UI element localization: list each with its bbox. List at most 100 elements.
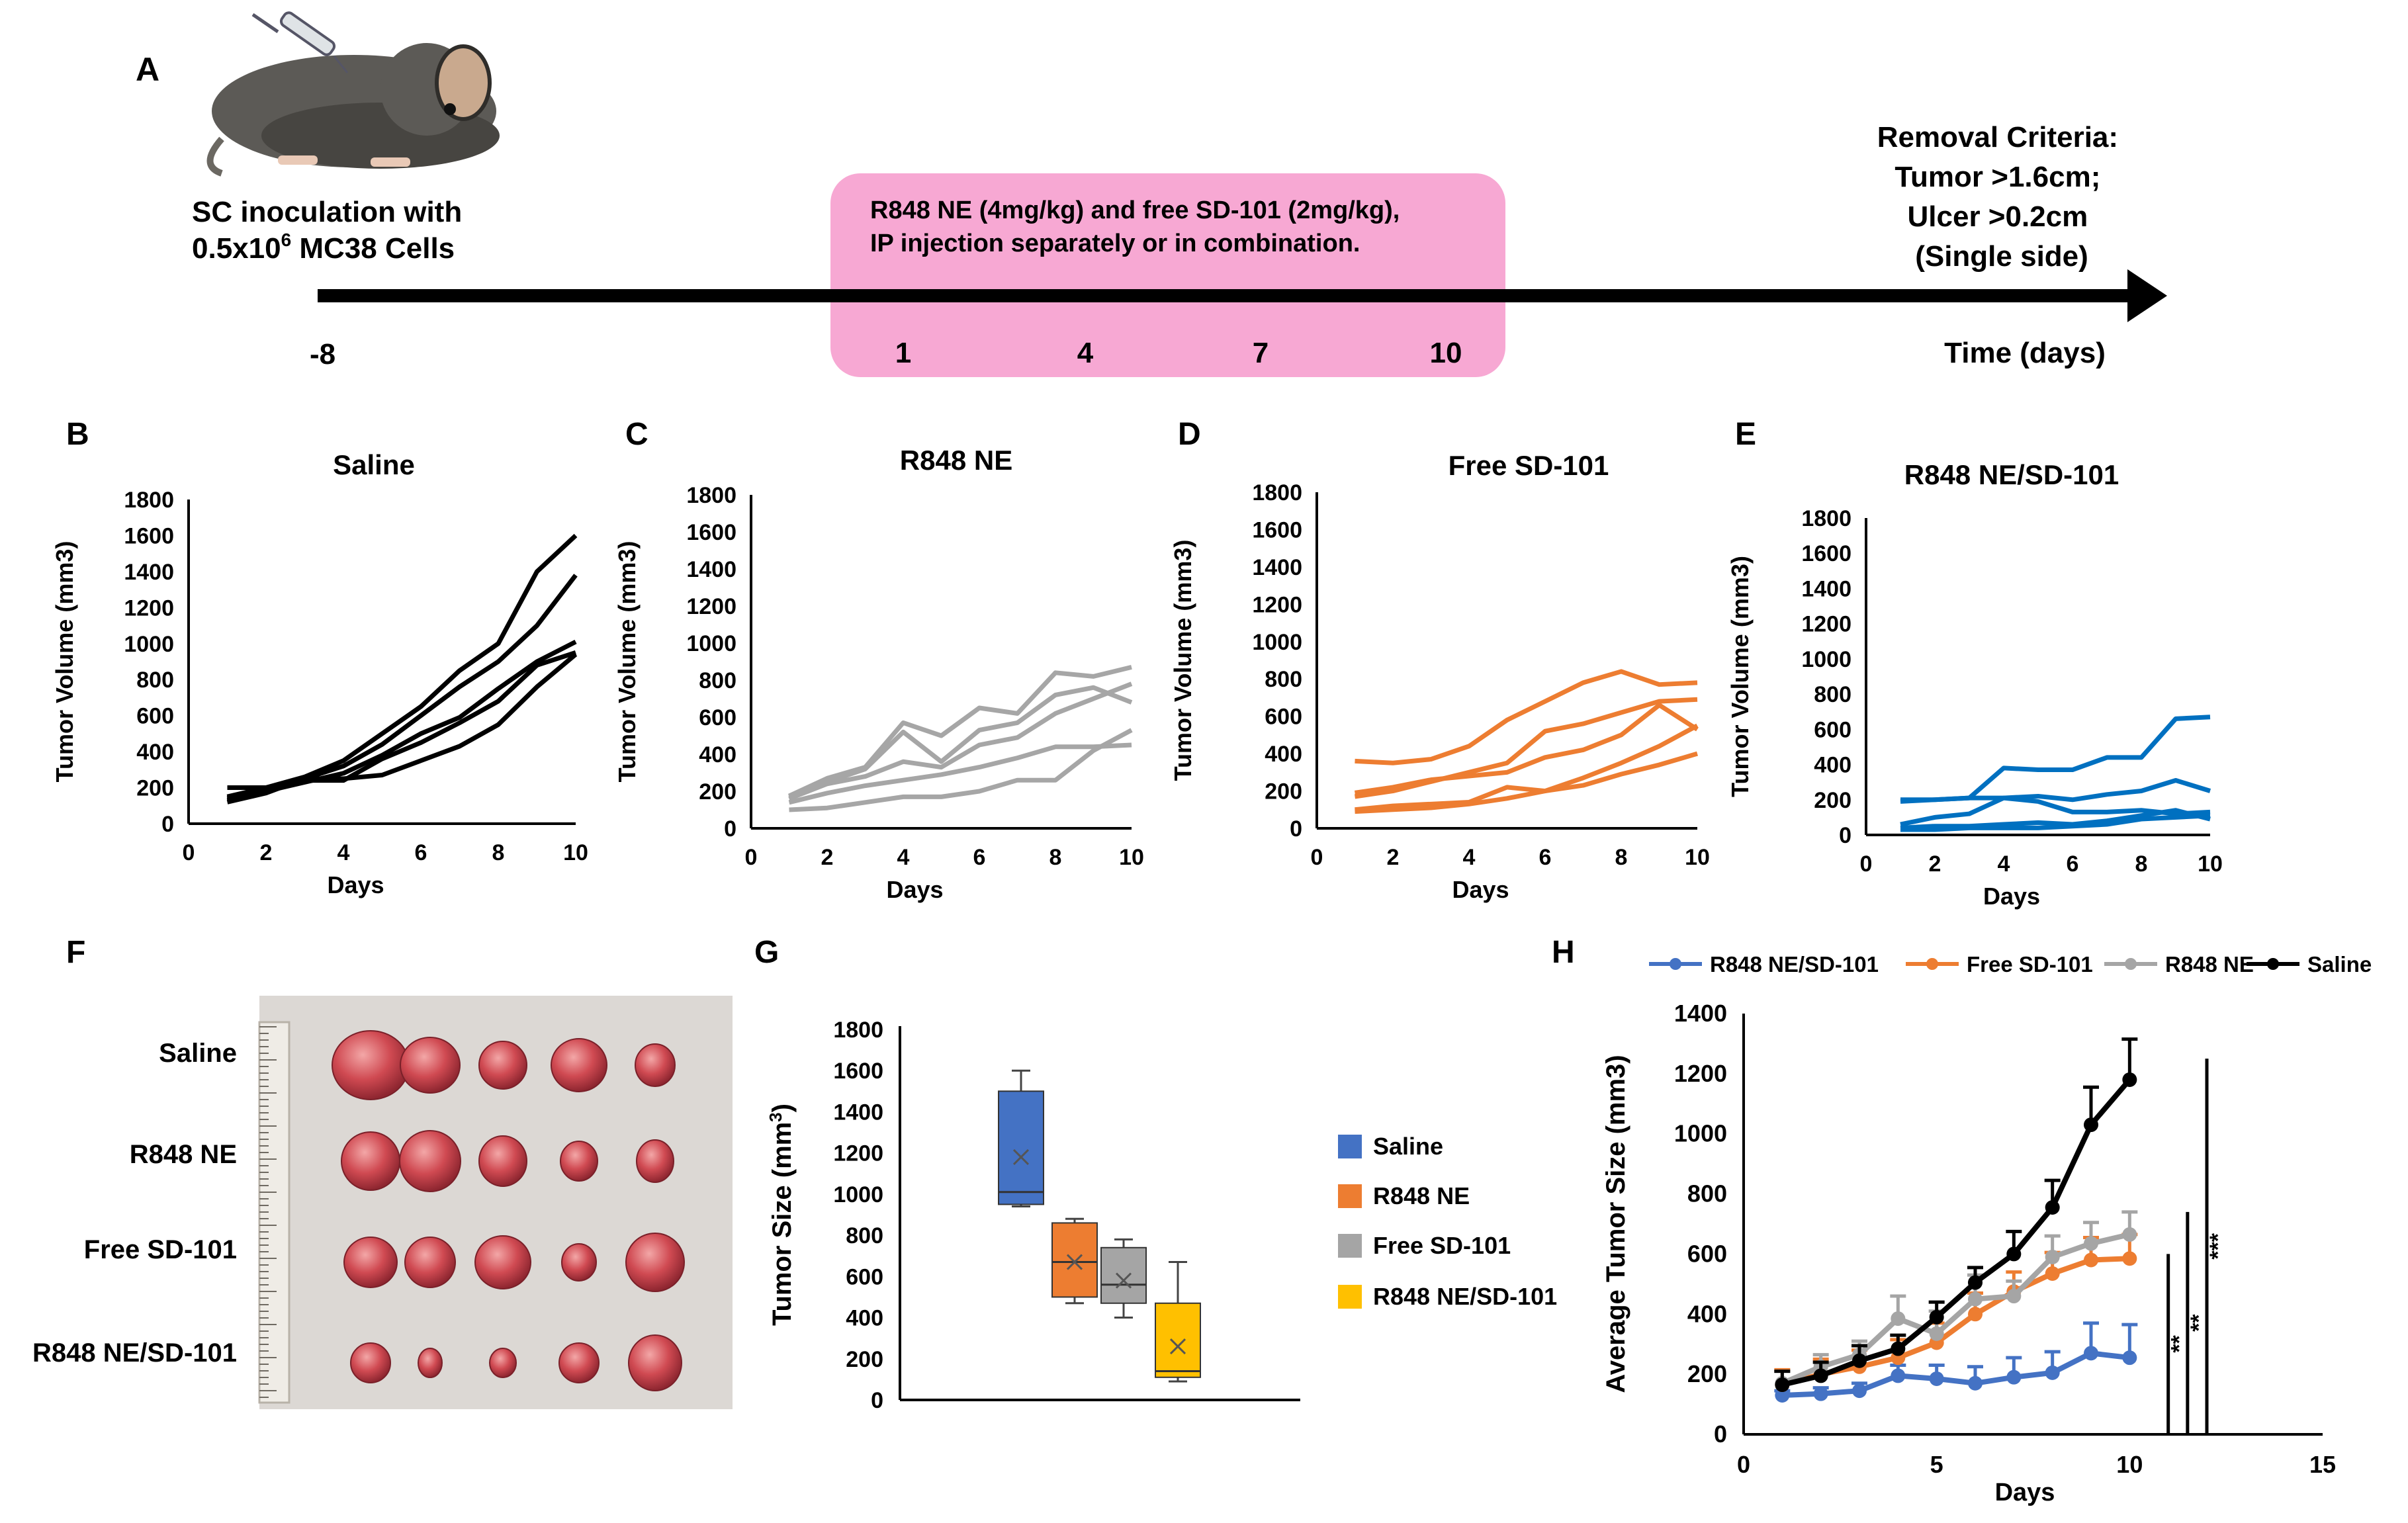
tumor [400,1037,461,1094]
dose-day: 1 [895,337,911,369]
panel-f: F Saline R848 NE Free SD-101 R848 NE/SD-… [32,935,733,1409]
data-point [2122,1350,2137,1366]
tumor [404,1237,456,1288]
y-tick-label: 1200 [1801,612,1851,637]
chart-plot-b: 0 200 400 600 800 1000 1200 1400 1600 1800 0 2 4 6 8 10… [51,488,588,898]
series-line [788,664,1132,799]
x-tick-label: 2 [1929,851,1941,877]
data-point [1968,1275,1983,1290]
box [1051,1222,1098,1298]
tumor [474,1235,531,1289]
data-point [1775,1377,1790,1393]
x-tick-label: 15 [2309,1451,2336,1478]
tumor [558,1342,600,1383]
y-tick-label: 1600 [1252,517,1302,543]
series-line [1354,703,1699,795]
tumor [478,1135,527,1187]
mean-marker [1066,1254,1083,1270]
data-point [1891,1368,1906,1383]
panel-a: A SC inoculation with 0.5x106 MC38 Cells… [136,11,2167,377]
legend-label: Free SD-101 [1967,952,2093,977]
x-tick-label: 2 [260,840,273,865]
legend-label: R848 NE [1373,1182,1470,1209]
legend-swatch [1338,1184,1362,1208]
y-tick-label: 1200 [1674,1060,1727,1087]
tumor [332,1030,410,1100]
x-tick-label: 10 [2198,851,2223,877]
x-tick-label: 0 [745,845,758,870]
panel-d: D Free SD-101 0 200 400 600 800 1000 1200 1400 1… [1169,417,1710,903]
data-point [1813,1368,1828,1383]
y-tick-label: 400 [846,1306,883,1331]
data-point [2122,1251,2137,1266]
tumor [635,1043,676,1087]
removal-criteria: Removal Criteria: Tumor >1.6cm; Ulcer >0… [1877,121,2127,273]
chart-title: Saline [333,449,415,480]
legend-marker [2125,958,2137,970]
y-tick-label: 1600 [124,523,174,548]
treatment-window-box [830,173,1505,377]
y-tick-label: 200 [699,779,736,805]
data-point [1775,1387,1790,1403]
mouse-with-syringe-icon [206,11,500,177]
x-tick-label: 8 [2135,851,2148,877]
tumor [341,1131,400,1191]
time-axis-label: Time (days) [1944,337,2106,369]
y-axis-label: Average Tumor Size (mm3) [1601,1055,1630,1393]
x-axis-label: Days [886,876,943,903]
x-tick-label: 10 [1685,845,1710,870]
y-tick-label: 600 [1265,705,1302,730]
series-line [1781,1256,2130,1387]
data-point [1968,1291,1983,1307]
dose-day: 4 [1077,337,1094,369]
x-tick-label: 0 [1860,851,1873,877]
data-point [2045,1365,2060,1380]
tumor [560,1141,598,1182]
x-tick-label: 6 [973,845,986,870]
x-axis-label: Days [1995,1479,2055,1506]
y-tick-label: 400 [1814,753,1851,778]
chart-title: Free SD-101 [1449,450,1609,481]
data-point [2084,1346,2098,1361]
series-line [788,685,1133,799]
y-tick-label: 0 [161,812,174,837]
data-point [2006,1289,2022,1304]
y-tick-label: 1400 [833,1100,883,1125]
tumor [551,1038,607,1092]
y-tick-label: 800 [136,668,174,693]
panel-label-c: C [625,417,648,452]
series-line [1355,723,1699,812]
y-tick-label: 0 [871,1388,883,1413]
series-line [788,681,1133,801]
y-tick-label: 800 [1814,682,1851,707]
y-tick-label: 600 [1814,717,1851,742]
x-tick-label: 6 [415,840,427,865]
photo-row-label: Saline [159,1039,237,1068]
x-axis-label: Days [1983,883,2040,910]
chart-title: R848 NE/SD-101 [1904,459,2119,490]
panel-label-f: F [66,935,85,970]
y-tick-label: 1400 [1674,1000,1727,1027]
y-tick-label: 0 [1290,816,1302,842]
x-tick-label: 10 [2116,1451,2143,1478]
chart-plot-g: 0 200 400 600 800 1000 1200 1400 1600 1800 Tumor S… [766,1018,1557,1413]
y-tick-label: 1800 [1801,506,1851,531]
arrow-head [2127,269,2167,322]
data-point [2045,1249,2060,1264]
data-point [1929,1371,1944,1386]
x-tick-label: 6 [2067,851,2079,877]
photo-row-label: R848 NE/SD-101 [32,1338,237,1368]
y-axis-label: Tumor Size (mm3) [766,1104,797,1326]
panel-label-e: E [1735,417,1756,452]
mean-marker [1115,1272,1132,1289]
y-tick-label: 0 [1839,823,1851,848]
treatment-text: R848 NE (4mg/kg) and free SD-101 (2mg/kg… [870,196,1407,257]
legend-label: R848 NE [2165,952,2254,977]
y-tick-label: 1000 [686,631,736,656]
series-line [1781,1078,2132,1387]
data-point [2084,1252,2098,1268]
y-tick-label: 200 [1687,1360,1727,1387]
data-point [1929,1309,1944,1325]
series-line [1355,751,1698,814]
data-point [2045,1266,2060,1281]
